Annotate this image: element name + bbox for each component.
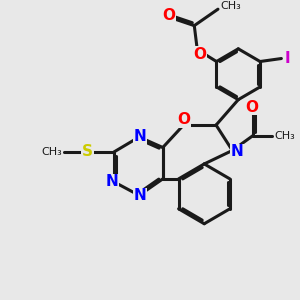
Text: CH₃: CH₃: [220, 1, 241, 11]
Text: S: S: [82, 145, 93, 160]
Text: N: N: [105, 174, 118, 189]
Text: N: N: [230, 145, 243, 160]
Text: N: N: [133, 188, 146, 203]
Text: O: O: [245, 100, 258, 115]
Text: O: O: [177, 112, 190, 127]
Text: I: I: [285, 51, 291, 66]
Text: O: O: [193, 46, 206, 62]
Text: N: N: [133, 129, 146, 144]
Text: CH₃: CH₃: [275, 130, 296, 140]
Text: O: O: [163, 8, 176, 23]
Text: CH₃: CH₃: [41, 147, 62, 157]
